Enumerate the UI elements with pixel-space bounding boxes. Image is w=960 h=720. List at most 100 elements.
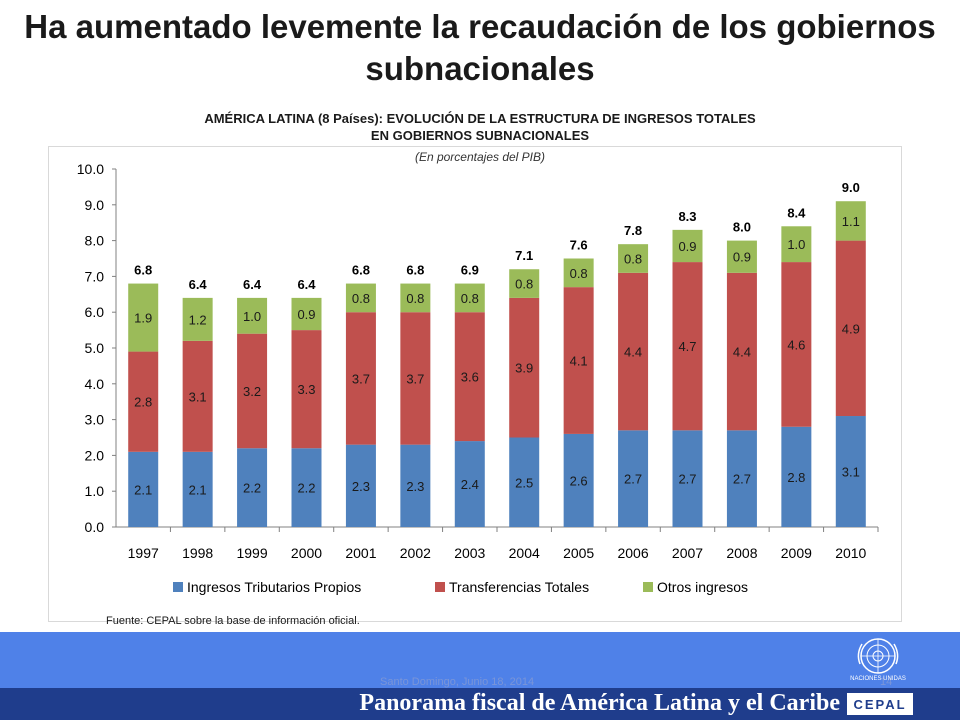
x-tick-label: 2008 — [726, 545, 757, 561]
x-tick-label: 2006 — [617, 545, 648, 561]
legend-swatch — [435, 582, 445, 592]
data-label: 3.1 — [842, 465, 860, 480]
un-emblem-icon — [857, 638, 899, 674]
total-label: 6.4 — [189, 277, 208, 292]
stacked-bar-chart: 0.0 1.0 2.0 3.0 4.0 5.0 6.0 7.0 8.0 9.0 10.0 2.1 2.8… — [77, 161, 879, 595]
y-tick-label: 9.0 — [85, 197, 105, 213]
bar-segment — [563, 433, 594, 527]
y-tick-label: 5.0 — [85, 340, 105, 356]
total-label: 6.9 — [461, 263, 479, 278]
bar-segment — [345, 312, 376, 445]
chart-frame: 0.0 1.0 2.0 3.0 4.0 5.0 6.0 7.0 8.0 9.0 10.0 2.1 2.8… — [48, 146, 902, 622]
data-label: 3.1 — [189, 389, 207, 404]
bar-segment — [182, 297, 213, 341]
total-label: 6.8 — [134, 263, 152, 278]
total-label: 6.8 — [406, 263, 424, 278]
bar-segment — [291, 297, 322, 331]
total-label: 8.0 — [733, 220, 751, 235]
bar-segment — [672, 262, 703, 431]
y-tick-label: 10.0 — [77, 161, 104, 177]
bar-segment — [563, 258, 594, 288]
legend-label: Transferencias Totales — [449, 579, 589, 595]
data-label: 2.1 — [134, 482, 152, 497]
x-tick-label: 1999 — [236, 545, 267, 561]
footer-band — [0, 632, 960, 688]
bar-segment — [835, 416, 866, 527]
data-label: 2.2 — [297, 481, 315, 496]
slide-title: Ha aumentado levemente la recaudación de… — [24, 8, 936, 87]
bar-segment — [454, 283, 485, 313]
bar-segment — [618, 272, 649, 431]
bar-segment — [291, 448, 322, 527]
bar-segment — [128, 451, 159, 527]
bar-segment — [237, 448, 268, 527]
data-label: 3.9 — [515, 361, 533, 376]
bar-segment — [672, 430, 703, 527]
y-tick-label: 0.0 — [85, 519, 105, 535]
bar-segment — [726, 430, 757, 527]
data-label: 3.7 — [352, 371, 370, 386]
data-label: 4.4 — [733, 345, 751, 360]
legend-label: Otros ingresos — [657, 579, 748, 595]
footer-title: Panorama fiscal de América Latina y el C… — [359, 690, 840, 716]
data-label: 0.8 — [624, 252, 642, 267]
data-label: 0.8 — [352, 291, 370, 306]
bar-segment — [182, 451, 213, 527]
data-label: 0.9 — [733, 250, 751, 265]
data-label: 2.5 — [515, 475, 533, 490]
x-tick-label: 1997 — [128, 545, 159, 561]
y-tick-label: 7.0 — [85, 268, 105, 284]
x-tick-label: 2001 — [345, 545, 376, 561]
x-tick-label: 2002 — [400, 545, 431, 561]
bar-segment — [618, 430, 649, 527]
data-label: 2.2 — [243, 481, 261, 496]
bar-segment — [563, 287, 594, 434]
data-label: 0.9 — [297, 307, 315, 322]
data-label: 4.4 — [624, 345, 642, 360]
bar-segment — [128, 351, 159, 452]
page-number: 14 — [880, 676, 893, 688]
source-note: Fuente: CEPAL sobre la base de informaci… — [106, 615, 360, 627]
units-note: (En porcentajes del PIB) — [414, 150, 546, 164]
chart-subtitle-line2: EN GOBIERNOS SUBNACIONALES — [370, 128, 590, 143]
x-tick-label: 2009 — [781, 545, 812, 561]
bar-segment — [509, 437, 540, 527]
y-tick-label: 1.0 — [85, 483, 105, 499]
total-label: 6.8 — [352, 263, 370, 278]
y-tick-label: 4.0 — [85, 376, 105, 392]
data-label: 0.8 — [461, 291, 479, 306]
data-label: 2.8 — [787, 470, 805, 485]
total-label: 7.6 — [570, 238, 588, 253]
data-label: 2.7 — [678, 472, 696, 487]
data-label: 3.2 — [243, 384, 261, 399]
data-label: 0.8 — [570, 266, 588, 281]
bar-segment — [237, 297, 268, 334]
footer-place-date: Santo Domingo, Junio 18, 2014 — [380, 676, 535, 688]
data-label: 2.3 — [352, 479, 370, 494]
bar-segment — [345, 283, 376, 313]
data-label: 2.6 — [570, 473, 588, 488]
bar-segment — [128, 283, 159, 352]
data-label: 2.7 — [733, 472, 751, 487]
data-label: 1.2 — [189, 312, 207, 327]
cepal-logo: CEPAL — [846, 692, 914, 716]
data-label: 3.7 — [406, 371, 424, 386]
un-logo-text: NACIONES UNIDAS — [850, 676, 906, 682]
total-label: 8.4 — [787, 205, 806, 220]
data-label: 4.7 — [678, 339, 696, 354]
data-label: 1.9 — [134, 311, 152, 326]
bar-segment — [835, 240, 866, 417]
bar-segment — [291, 330, 322, 449]
bar-segment — [726, 272, 757, 431]
x-tick-label: 1998 — [182, 545, 213, 561]
data-label: 2.8 — [134, 395, 152, 410]
bar-segment — [835, 201, 866, 241]
total-label: 9.0 — [842, 180, 860, 195]
data-label: 2.1 — [189, 482, 207, 497]
y-tick-label: 6.0 — [85, 304, 105, 320]
data-label: 1.1 — [842, 214, 860, 229]
data-label: 2.3 — [406, 479, 424, 494]
bar-segment — [618, 244, 649, 273]
footer-bar — [0, 688, 960, 720]
total-label: 7.1 — [515, 248, 533, 263]
